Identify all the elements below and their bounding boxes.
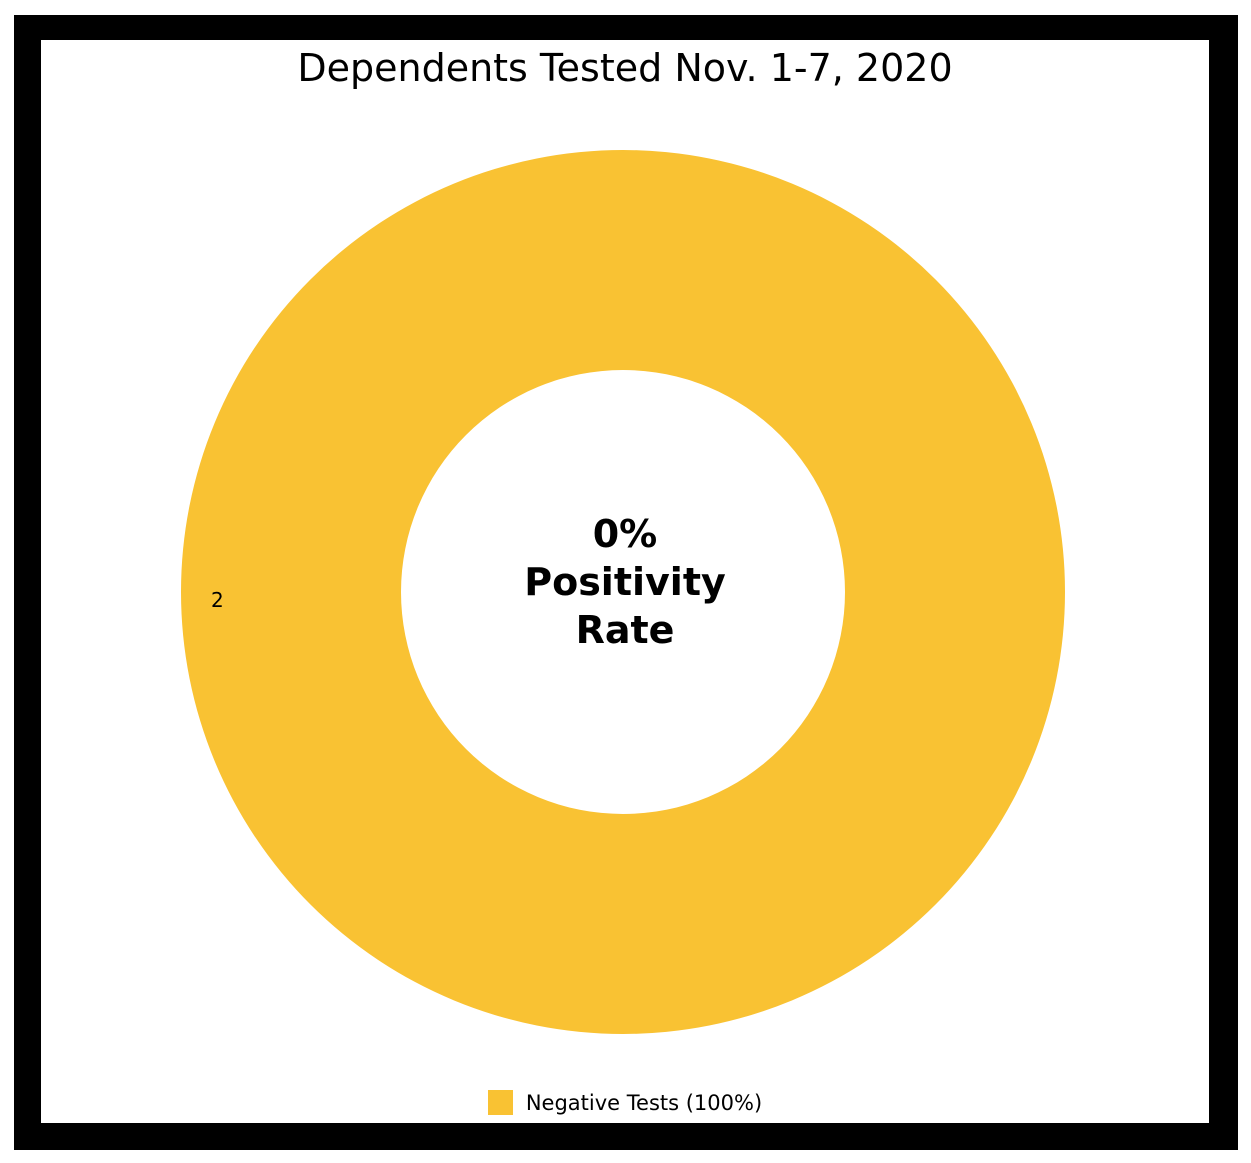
legend-label-negative: Negative Tests (100%) xyxy=(525,1090,763,1115)
donut-chart xyxy=(181,150,1065,1034)
center-label-line-3: Rate xyxy=(575,608,675,652)
center-label-line-2: Positivity xyxy=(524,560,726,604)
donut-slice-0 xyxy=(181,150,1065,1034)
center-label-line-1: 0% xyxy=(592,512,658,556)
chart-panel: Dependents Tested Nov. 1-7, 2020 0% Posi… xyxy=(41,40,1209,1123)
chart-title: Dependents Tested Nov. 1-7, 2020 xyxy=(297,46,953,90)
legend: Negative Tests (100%) xyxy=(41,1090,1209,1115)
legend-swatch-negative xyxy=(487,1090,513,1115)
center-label: 0% Positivity Rate xyxy=(475,510,775,654)
slice-value-label: 2 xyxy=(211,588,224,612)
donut-slices xyxy=(181,150,1065,1034)
